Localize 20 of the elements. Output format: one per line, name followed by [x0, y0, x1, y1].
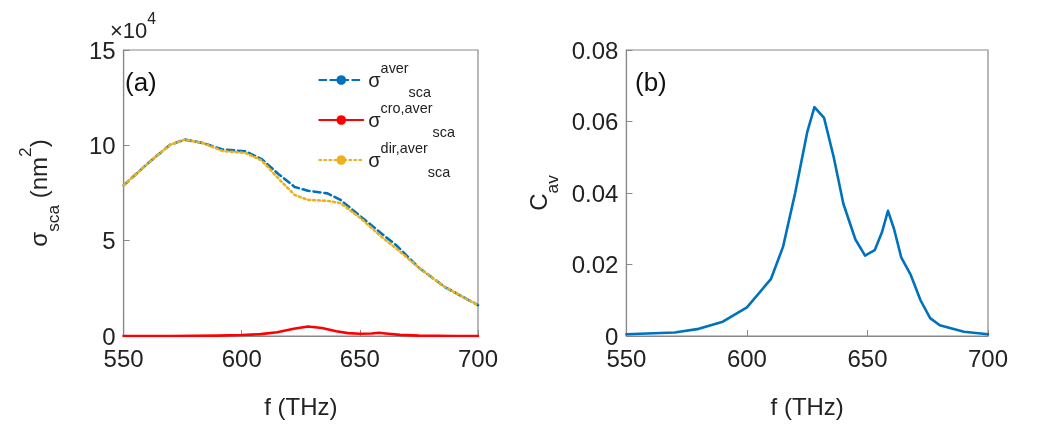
x-axis-title: f (THz): [770, 393, 844, 421]
y-tick-label: 5: [102, 227, 116, 255]
y-tick-label: 0.02: [571, 251, 619, 278]
x-tick-label: 600: [726, 344, 767, 372]
y-axis-title: Cav: [524, 174, 563, 211]
text: (a): [125, 67, 157, 97]
y-tick-label: 0.08: [571, 36, 619, 64]
x-tick-label: 650: [847, 344, 888, 372]
y-tick-label: 15: [88, 36, 116, 64]
y-tick-label: 0.04: [571, 179, 619, 207]
x-tick-label: 650: [339, 344, 380, 372]
text: (b): [635, 67, 667, 97]
x-tick-label: 700: [457, 344, 499, 372]
x-axis-title: f (THz): [264, 393, 338, 421]
x-tick-label: 600: [221, 344, 262, 372]
y-tick-label: 10: [88, 131, 116, 159]
y-axis-title: σsca (nm2): [14, 139, 64, 247]
y-tick-label: 0.06: [571, 108, 619, 135]
x-tick-label: 700: [967, 344, 1009, 372]
line-series: [122, 138, 480, 307]
